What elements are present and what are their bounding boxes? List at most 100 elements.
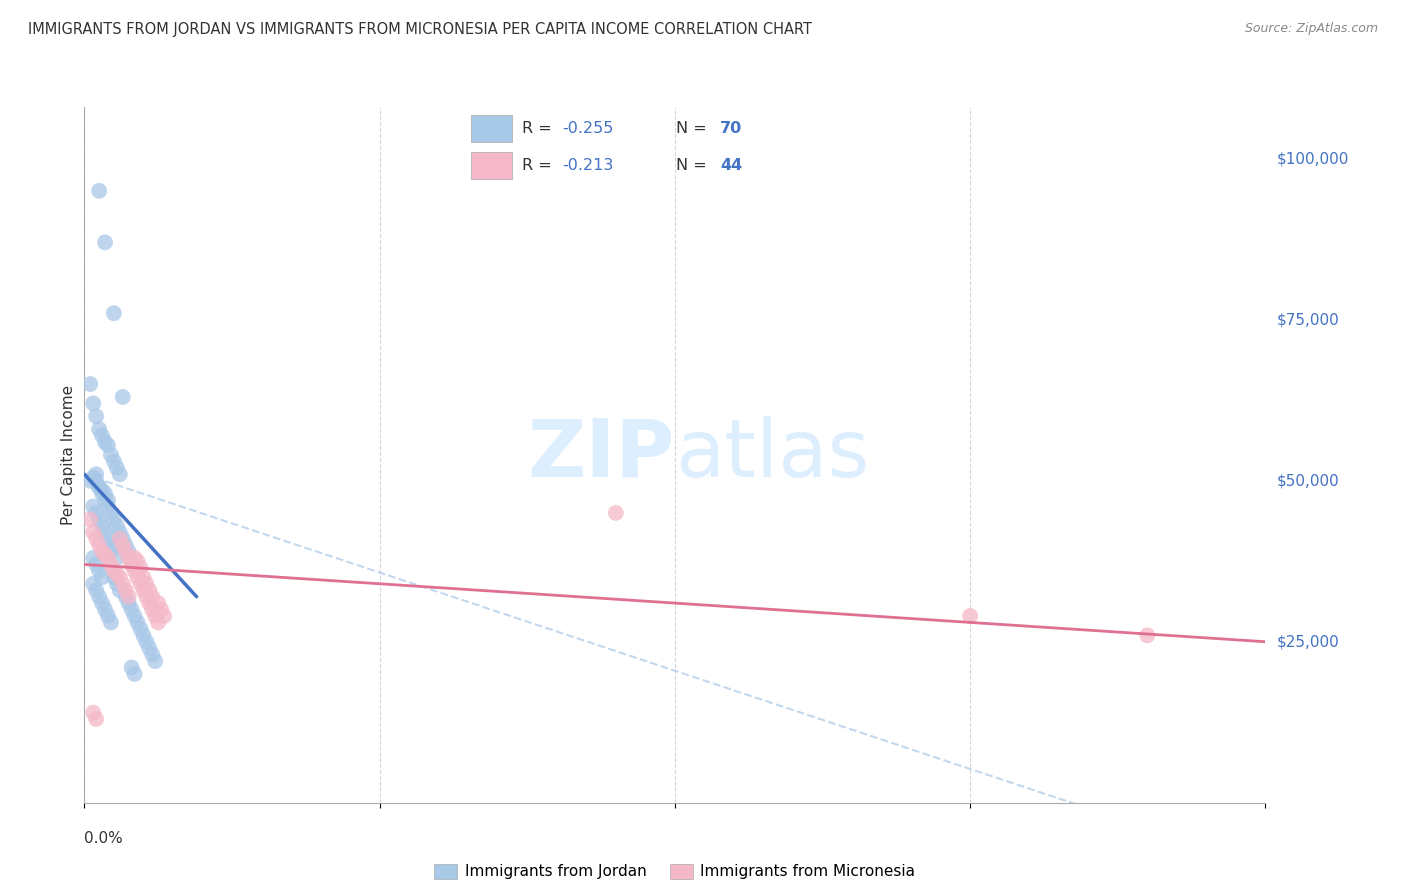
Point [121,660,143,674]
Point [97,609,120,624]
Point [91,570,114,584]
Point [87,564,111,578]
Text: N =: N = [676,158,711,173]
Point [111,532,134,546]
Point [108,570,131,584]
Point [118,544,141,558]
Point [121,558,143,572]
Point [127,570,149,584]
Point [82,576,104,591]
Point [82,551,104,566]
Point [121,558,143,572]
Point [87,422,111,436]
Text: R =: R = [523,121,557,136]
Point [135,576,157,591]
Point [124,564,146,578]
Point [94,486,117,500]
Point [91,428,114,442]
Point [87,480,111,494]
Point [87,590,111,604]
Point [94,602,117,616]
Point [79,474,101,488]
Point [124,667,146,681]
Point [138,596,160,610]
Text: R =: R = [523,158,557,173]
Point [132,628,155,642]
Point [97,500,120,514]
Point [94,525,117,540]
Text: $50,000: $50,000 [1277,473,1340,488]
Point [82,706,104,720]
Point [79,377,101,392]
Point [94,235,117,250]
Point [94,548,117,562]
Point [127,554,149,568]
Point [84,583,107,598]
Point [103,541,125,556]
Point [87,538,111,552]
Point [118,551,141,566]
Point [108,467,131,482]
Text: 70: 70 [720,121,742,136]
Point [97,532,120,546]
Point [103,512,125,526]
FancyBboxPatch shape [471,115,512,142]
Text: -0.213: -0.213 [562,158,614,173]
Point [129,576,152,591]
Point [143,609,166,624]
Point [91,518,114,533]
Point [129,560,152,574]
Point [118,590,141,604]
Text: N =: N = [676,121,711,136]
Point [84,409,107,424]
FancyBboxPatch shape [471,152,512,179]
Point [84,467,107,482]
Point [100,538,122,552]
Point [94,493,117,508]
Point [127,615,149,630]
Point [141,590,163,604]
Point [97,493,120,508]
Point [100,558,122,572]
Point [129,622,152,636]
Point [91,596,114,610]
Point [114,590,136,604]
Point [91,544,114,558]
Point [87,480,111,494]
Point [135,590,157,604]
Point [82,470,104,484]
Point [138,641,160,656]
Text: IMMIGRANTS FROM JORDAN VS IMMIGRANTS FROM MICRONESIA PER CAPITA INCOME CORRELATI: IMMIGRANTS FROM JORDAN VS IMMIGRANTS FRO… [28,22,813,37]
Point [97,438,120,452]
Point [105,576,128,591]
Text: 0.0%: 0.0% [84,830,124,846]
Point [103,570,125,584]
Point [100,448,122,462]
Point [141,648,163,662]
Point [97,551,120,566]
Point [84,558,107,572]
Point [84,712,107,726]
Point [1136,628,1159,642]
Point [111,390,134,404]
Point [82,500,104,514]
Text: $100,000: $100,000 [1277,151,1348,166]
Point [100,615,122,630]
Point [87,184,111,198]
Point [124,609,146,624]
Point [132,583,155,598]
Point [79,512,101,526]
Point [84,474,107,488]
Point [84,506,107,520]
Point [105,518,128,533]
Point [100,506,122,520]
Point [94,435,117,450]
Point [108,532,131,546]
Point [105,567,128,582]
Point [150,602,173,616]
Text: Source: ZipAtlas.com: Source: ZipAtlas.com [1244,22,1378,36]
Y-axis label: Per Capita Income: Per Capita Income [60,384,76,525]
Point [103,306,125,320]
Point [959,609,981,624]
Point [91,486,114,500]
